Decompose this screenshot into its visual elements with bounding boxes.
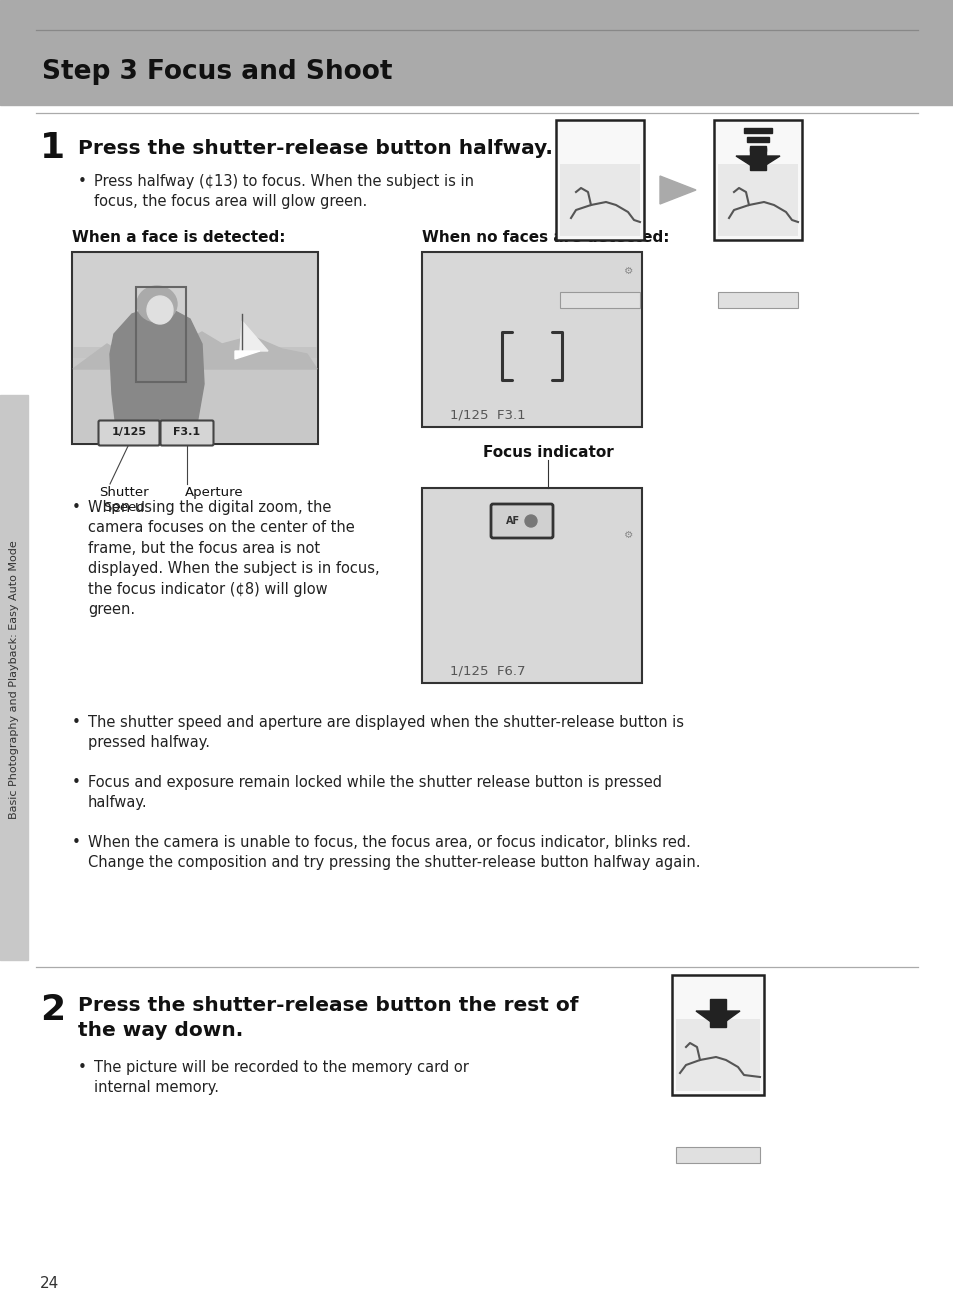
Text: 1: 1 <box>40 131 65 166</box>
Text: 1/125: 1/125 <box>112 427 147 438</box>
Text: •: • <box>78 1060 87 1075</box>
Bar <box>421 252 641 427</box>
Bar <box>749 148 765 170</box>
Bar <box>671 975 763 1095</box>
Text: Press the shutter-release button the rest of
the way down.: Press the shutter-release button the res… <box>78 996 578 1039</box>
Polygon shape <box>659 176 696 204</box>
Bar <box>0 0 953 105</box>
Bar <box>676 1018 760 1091</box>
Bar <box>559 292 639 307</box>
Text: Press halfway (¢13) to focus. When the subject is in
focus, the focus area will : Press halfway (¢13) to focus. When the s… <box>94 173 474 209</box>
Text: •: • <box>71 501 81 515</box>
Polygon shape <box>234 351 260 359</box>
Bar <box>743 127 771 133</box>
Bar <box>709 999 725 1028</box>
Text: 1/125  F3.1: 1/125 F3.1 <box>450 409 525 422</box>
Text: Press the shutter-release button halfway.: Press the shutter-release button halfway… <box>78 138 553 158</box>
Text: 24: 24 <box>40 1276 59 1292</box>
Polygon shape <box>735 156 780 170</box>
Polygon shape <box>240 321 268 351</box>
Text: When no faces are detected:: When no faces are detected: <box>421 230 669 244</box>
Polygon shape <box>73 332 316 369</box>
Text: Basic Photography and Playback: Easy Auto Mode: Basic Photography and Playback: Easy Aut… <box>9 540 19 820</box>
Text: Shutter
Speed: Shutter Speed <box>99 486 149 514</box>
Text: Focus indicator: Focus indicator <box>482 445 613 460</box>
Text: F3.1: F3.1 <box>173 427 200 438</box>
Text: •: • <box>78 173 87 189</box>
Text: When the camera is unable to focus, the focus area, or focus indicator, blinks r: When the camera is unable to focus, the … <box>88 834 700 870</box>
Text: The shutter speed and aperture are displayed when the shutter-release button is
: The shutter speed and aperture are displ… <box>88 715 683 750</box>
Bar <box>556 120 643 240</box>
Bar <box>0 396 28 961</box>
Bar <box>749 146 765 151</box>
Text: The picture will be recorded to the memory card or
internal memory.: The picture will be recorded to the memo… <box>94 1060 468 1096</box>
Circle shape <box>524 515 537 527</box>
Text: When using the digital zoom, the
camera focuses on the center of the
frame, but : When using the digital zoom, the camera … <box>88 501 379 618</box>
Text: 1/125  F6.7: 1/125 F6.7 <box>450 665 525 678</box>
Bar <box>718 292 797 307</box>
FancyBboxPatch shape <box>98 420 159 445</box>
Bar <box>136 286 186 382</box>
Text: •: • <box>71 775 81 790</box>
Bar <box>73 347 316 443</box>
Ellipse shape <box>147 296 172 325</box>
Bar <box>718 164 797 237</box>
Bar <box>676 1147 760 1163</box>
Ellipse shape <box>137 286 177 322</box>
Text: Step 3 Focus and Shoot: Step 3 Focus and Shoot <box>42 59 392 85</box>
Text: Focus and exposure remain locked while the shutter release button is pressed
hal: Focus and exposure remain locked while t… <box>88 775 661 811</box>
Text: •: • <box>71 834 81 850</box>
Bar <box>421 487 641 683</box>
Polygon shape <box>110 304 204 436</box>
Text: ⚙: ⚙ <box>623 265 633 276</box>
Bar <box>73 357 316 443</box>
Bar <box>713 120 801 240</box>
Text: AF: AF <box>505 516 519 526</box>
Text: 2: 2 <box>40 993 65 1028</box>
Bar <box>71 252 317 444</box>
Bar <box>559 164 639 237</box>
Polygon shape <box>696 1010 740 1028</box>
Text: Aperture: Aperture <box>185 486 243 499</box>
Text: When a face is detected:: When a face is detected: <box>71 230 285 244</box>
Bar <box>746 137 768 142</box>
Text: •: • <box>71 715 81 731</box>
FancyBboxPatch shape <box>491 505 553 537</box>
FancyBboxPatch shape <box>160 420 213 445</box>
Text: ⚙: ⚙ <box>623 530 633 540</box>
